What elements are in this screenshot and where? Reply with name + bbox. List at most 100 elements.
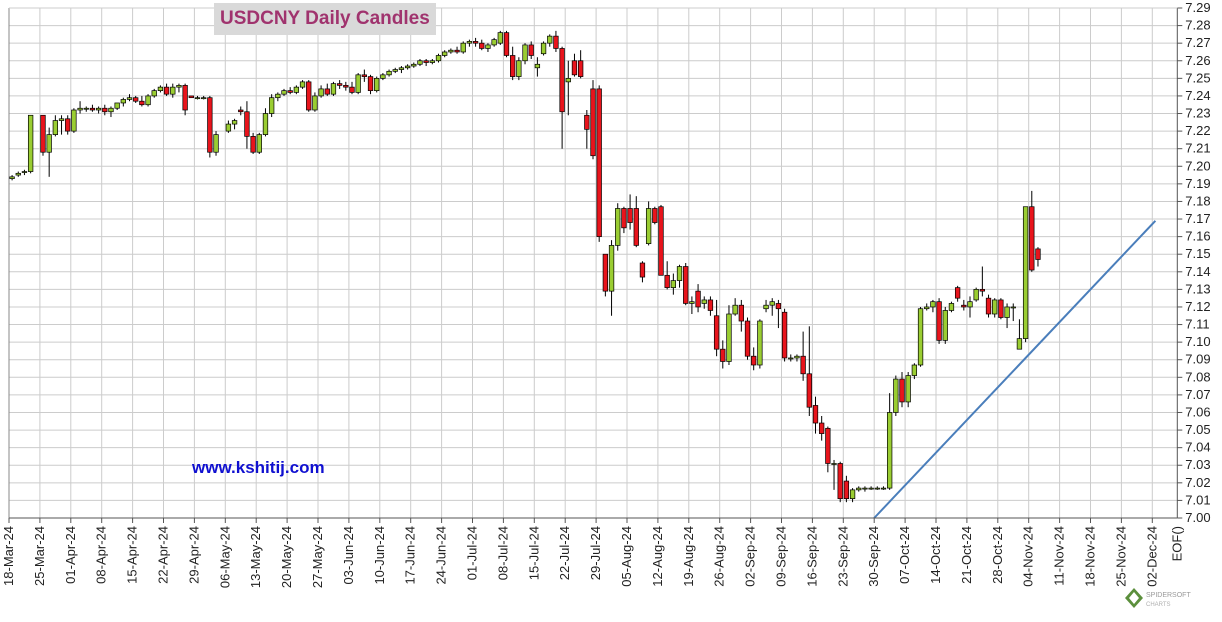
candle-body (256, 134, 262, 153)
y-tick-label: 7.26 (1185, 53, 1210, 68)
x-tick-label: 09-Sep-24 (774, 526, 789, 587)
candle-body (114, 102, 120, 109)
candle-body (454, 49, 460, 53)
candle-body (287, 90, 293, 93)
candle-body (961, 304, 967, 308)
y-tick-label: 7.20 (1185, 158, 1210, 173)
x-tick-label: 17-Jun-24 (403, 526, 418, 585)
y-tick-label: 7.27 (1185, 35, 1210, 50)
x-tick-label: 10-Jun-24 (372, 526, 387, 585)
candle-body (71, 109, 77, 132)
candle-body (954, 287, 961, 299)
candle-body (744, 320, 751, 357)
candle-body (21, 171, 28, 173)
candle-body (806, 373, 812, 408)
y-tick-label: 7.02 (1185, 475, 1210, 490)
candle-body (15, 172, 21, 176)
candle-body (522, 44, 528, 62)
y-tick-label: 7.09 (1185, 352, 1210, 367)
candle-body (992, 299, 998, 315)
candle-body (1016, 338, 1023, 350)
x-tick-label: 12-Aug-24 (650, 526, 665, 587)
candle-body (163, 86, 170, 95)
candle-body (831, 463, 837, 465)
candle-body (293, 86, 300, 93)
candle-body (349, 86, 355, 93)
candle-body (386, 70, 392, 76)
y-tick-label: 7.23 (1185, 106, 1210, 121)
candle-body (182, 85, 188, 111)
x-tick-label: 02-Dec-24 (1144, 526, 1159, 587)
y-tick-label: 7.00 (1185, 510, 1210, 525)
candle-body (862, 487, 868, 490)
candle-body (670, 280, 676, 288)
candle-body (911, 364, 918, 376)
x-tick-label: 30-Sep-24 (866, 526, 881, 587)
candle-body (188, 95, 194, 99)
candle-body (924, 306, 930, 310)
x-tick-label: 23-Sep-24 (835, 526, 850, 587)
candle-body (201, 97, 207, 100)
x-tick-label: 11-Nov-24 (1052, 526, 1067, 586)
candle-body (868, 487, 874, 490)
candle-body (547, 35, 553, 44)
candle-body (664, 274, 670, 288)
y-tick-label: 7.16 (1185, 229, 1210, 244)
candle-body (374, 77, 380, 92)
candle-body (442, 51, 448, 56)
candle-body (324, 88, 330, 95)
candle-body (1022, 206, 1029, 339)
candle-body (466, 41, 473, 44)
candle-body (58, 118, 65, 121)
candle-body (225, 123, 232, 132)
candle-body (102, 107, 108, 113)
candle-body (645, 208, 652, 245)
candle-body (880, 487, 887, 490)
x-tick-label: 28-Oct-24 (990, 526, 1005, 584)
candle-body (942, 310, 948, 341)
candle-body (404, 65, 411, 69)
x-tick-label: 01-Jul-24 (465, 526, 480, 580)
svg-text:SPIDERSOFT: SPIDERSOFT (1146, 592, 1191, 599)
candle-body (571, 60, 578, 76)
y-tick-label: 7.04 (1185, 440, 1210, 455)
candle-body (170, 86, 176, 95)
candle-body (695, 290, 701, 308)
y-tick-label: 7.29 (1185, 0, 1210, 15)
candle-body (837, 463, 843, 500)
x-tick-label: 15-Jul-24 (526, 526, 541, 580)
candle-body (9, 176, 15, 179)
y-tick-label: 7.19 (1185, 176, 1210, 191)
candle-body (819, 422, 825, 434)
candle-body (448, 49, 454, 53)
candle-body (615, 208, 621, 246)
candle-body (528, 44, 534, 56)
candle-body (726, 313, 732, 362)
candle-body (757, 320, 763, 366)
y-tick-label: 7.25 (1185, 70, 1210, 85)
x-tick-label: 22-Jul-24 (557, 526, 572, 580)
candle-body (720, 348, 726, 362)
x-tick-label: 01-Apr-24 (63, 526, 78, 584)
candle-body (417, 60, 423, 65)
y-tick-label: 7.14 (1185, 264, 1210, 279)
candle-body (145, 95, 151, 106)
candle-body (269, 97, 275, 114)
trendline (873, 220, 1157, 519)
candle-body (207, 97, 213, 153)
candle-body (998, 299, 1004, 318)
x-tick-label: 18-Mar-24 (1, 526, 16, 586)
candle-body (262, 113, 269, 135)
x-tick-label: 15-Apr-24 (125, 526, 140, 584)
candle-body (775, 303, 782, 310)
candle-body (559, 48, 565, 113)
candle-body (52, 120, 58, 135)
candle-body (917, 308, 924, 366)
candle-body (936, 301, 942, 341)
candle-body (343, 85, 349, 88)
x-tick-label: 07-Oct-24 (897, 526, 912, 584)
candle-body (849, 489, 856, 500)
y-tick-label: 7.03 (1185, 457, 1210, 472)
candle-body (899, 378, 905, 403)
